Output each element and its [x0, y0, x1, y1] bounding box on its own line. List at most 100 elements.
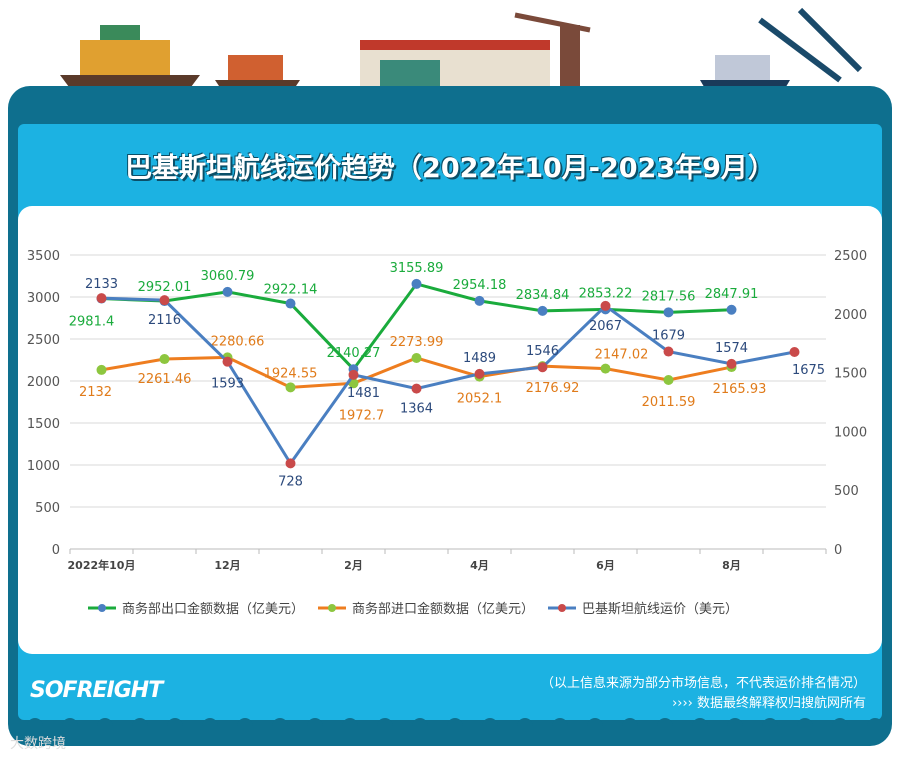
- data-label: 3155.89: [390, 261, 444, 276]
- border-scallop: [272, 718, 288, 728]
- data-point: [537, 305, 548, 316]
- border-scallop: [797, 718, 813, 728]
- data-label: 2011.59: [642, 395, 696, 410]
- header-ships-illustration: [60, 7, 863, 97]
- chart-card: 0 500 1000 1500 2000 2500 3000 3500 0 500 1000 1500…: [18, 206, 882, 654]
- data-label: 2853.22: [579, 286, 633, 301]
- border-scallop: [167, 718, 183, 728]
- data-label: 2261.46: [138, 372, 192, 387]
- data-label: 2133: [85, 277, 118, 292]
- data-label: 2165.93: [713, 382, 767, 397]
- legend-marker: [328, 604, 336, 612]
- left-axis-tick: 3500: [27, 249, 60, 264]
- border-scallop: [762, 718, 778, 728]
- border-scallop: [657, 718, 673, 728]
- data-point: [285, 298, 296, 309]
- right-axis-tick: 2500: [834, 249, 867, 264]
- right-axis-tick: 1000: [834, 425, 867, 440]
- border-scallop: [342, 718, 358, 728]
- border-scallop: [237, 718, 253, 728]
- line-chart: 0 500 1000 1500 2000 2500 3000 3500 0 500 1000 1500…: [27, 249, 867, 617]
- data-point: [663, 346, 674, 357]
- data-point: [663, 307, 674, 318]
- left-axis-tick: 2000: [27, 375, 60, 390]
- data-label: 2116: [148, 313, 181, 328]
- data-point: [411, 352, 422, 363]
- right-axis-tick: 0: [834, 543, 842, 558]
- data-label: 2981.4: [69, 315, 115, 330]
- border-scallop: [412, 718, 428, 728]
- legend-marker: [558, 604, 566, 612]
- data-point: [159, 295, 170, 306]
- data-point: [348, 369, 359, 380]
- data-point: [537, 362, 548, 373]
- x-tick-label: 4月: [470, 559, 489, 572]
- border-scallop: [517, 718, 533, 728]
- border-scallop: [867, 718, 880, 728]
- data-label: 2273.99: [390, 335, 444, 350]
- left-axis-tick: 1000: [27, 459, 60, 474]
- data-label: 2922.14: [264, 283, 318, 298]
- data-label: 1679: [652, 329, 685, 344]
- data-label: 2052.1: [457, 392, 503, 407]
- data-label: 1593: [211, 377, 244, 392]
- border-scallop: [692, 718, 708, 728]
- border-scallop: [377, 718, 393, 728]
- right-axis-tick: 1500: [834, 367, 867, 382]
- legend-label: 商务部进口金额数据（亿美元）: [352, 601, 534, 617]
- data-label: 3060.79: [201, 269, 255, 284]
- data-point: [96, 364, 107, 375]
- left-axis-tick: 2500: [27, 333, 60, 348]
- data-label: 1675: [792, 363, 825, 378]
- series-line: [101, 296, 795, 467]
- legend-label: 商务部出口金额数据（亿美元）: [122, 601, 304, 617]
- border-scallop: [552, 718, 568, 728]
- left-axis-tick: 1500: [27, 417, 60, 432]
- source-note: （以上信息来源为部分市场信息，不代表运价排名情况）: [540, 676, 866, 691]
- data-label: 1489: [463, 351, 496, 366]
- border-scallop: [202, 718, 218, 728]
- right-axis-tick: 2000: [834, 308, 867, 323]
- border-scallop: [307, 718, 323, 728]
- border-scallop: [62, 718, 78, 728]
- rights-note: ›››› 数据最终解释权归搜航网所有: [672, 696, 866, 711]
- border-scallop: [482, 718, 498, 728]
- border-scallop: [587, 718, 603, 728]
- watermark: 大数跨境: [10, 736, 66, 752]
- border-scallop: [27, 718, 43, 728]
- x-tick-label: 12月: [214, 559, 240, 572]
- left-axis-tick: 0: [52, 543, 60, 558]
- x-tick-label: 6月: [596, 559, 615, 572]
- decorative-border: [27, 718, 880, 728]
- x-tick-label: 2月: [344, 559, 363, 572]
- data-point: [474, 295, 485, 306]
- data-point: [285, 458, 296, 469]
- data-label: 2847.91: [705, 287, 759, 302]
- border-scallop: [622, 718, 638, 728]
- x-tick-label: 8月: [722, 559, 741, 572]
- right-axis-tick: 500: [834, 484, 859, 499]
- data-label: 1481: [347, 386, 380, 401]
- data-point: [411, 383, 422, 394]
- data-point: [411, 278, 422, 289]
- data-label: 2954.18: [453, 278, 507, 293]
- data-label: 2176.92: [526, 381, 580, 396]
- data-label: 1574: [715, 341, 748, 356]
- data-label: 2817.56: [642, 289, 696, 304]
- data-label: 2147.02: [595, 348, 649, 363]
- page-title: 巴基斯坦航线运价趋势（2022年10月-2023年9月）: [125, 153, 775, 184]
- data-point: [285, 382, 296, 393]
- border-scallop: [832, 718, 848, 728]
- data-label: 2834.84: [516, 288, 570, 303]
- border-scallop: [447, 718, 463, 728]
- data-point: [600, 300, 611, 311]
- data-label: 728: [278, 474, 303, 489]
- data-point: [159, 354, 170, 365]
- left-axis-tick: 3000: [27, 291, 60, 306]
- legend-label: 巴基斯坦航线运价（美元）: [582, 601, 738, 617]
- data-point: [222, 286, 233, 297]
- data-point: [726, 358, 737, 369]
- data-point: [663, 375, 674, 386]
- data-point: [96, 293, 107, 304]
- data-label: 1364: [400, 402, 433, 417]
